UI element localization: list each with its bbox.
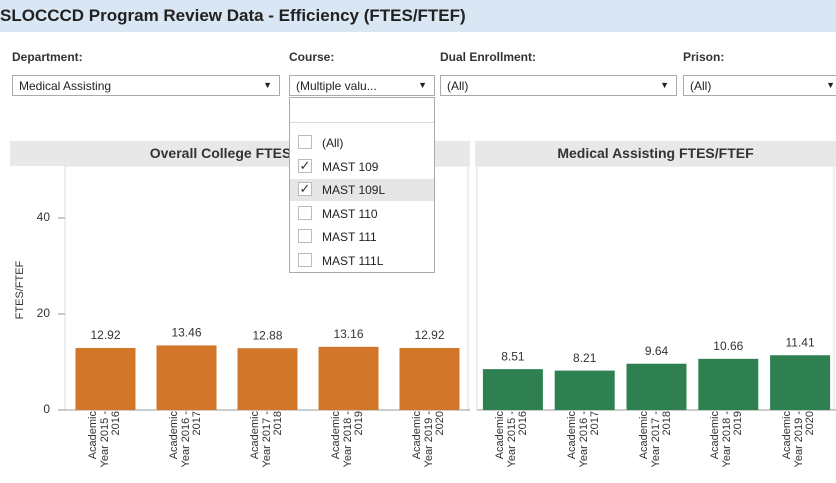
dropdown-option[interactable]: ✓ MAST 109	[290, 156, 434, 178]
value-label: 12.92	[414, 328, 444, 342]
filter-dropdown[interactable]: (Multiple valu...	[289, 75, 435, 96]
bar	[399, 347, 460, 410]
option-label: (All)	[322, 136, 344, 150]
option-label: MAST 109L	[322, 183, 386, 197]
value-label: 11.41	[786, 335, 815, 349]
bar	[237, 348, 298, 410]
checkbox[interactable]	[298, 252, 312, 267]
checkbox[interactable]	[298, 205, 312, 220]
checkbox[interactable]: ✓	[298, 181, 312, 196]
chart-title: Medical Assisting FTES/FTEF	[475, 141, 836, 166]
x-tick-label: Academic Year 2019 - 2020	[781, 411, 817, 468]
checkbox[interactable]	[298, 229, 312, 243]
checkbox[interactable]: ✓	[298, 157, 312, 173]
x-tick-label: Academic Year 2015 - 2016	[493, 411, 529, 468]
x-tick-label: Academic Year 2018 - 2019	[329, 411, 365, 468]
bar	[554, 370, 615, 410]
x-tick-label: Academic Year 2017 - 2018	[248, 411, 284, 468]
value-label: 13.16	[333, 327, 363, 341]
bar	[156, 345, 217, 410]
bar	[626, 363, 687, 410]
dropdown-option[interactable]: (All)	[290, 132, 434, 154]
value-label: 8.51	[501, 349, 525, 363]
bar	[75, 347, 136, 410]
y-tick-label: 40	[37, 210, 51, 224]
bar	[770, 355, 831, 410]
x-tick-label: Academic Year 2016 - 2017	[167, 411, 203, 468]
x-tick-label: Academic Year 2017 - 2018	[637, 411, 673, 468]
dropdown-option[interactable]: MAST 110	[290, 203, 434, 225]
page-title: SLOCCCD Program Review Data - Efficiency…	[0, 6, 466, 25]
value-label: 10.66	[713, 339, 743, 353]
title-bar: SLOCCCD Program Review Data - Efficiency…	[0, 0, 836, 32]
x-tick-label: Academic Year 2015 - 2016	[86, 411, 122, 468]
x-tick-label: Academic Year 2019 - 2020	[410, 411, 446, 468]
value-label: 13.46	[171, 326, 201, 340]
option-label: MAST 111L	[322, 253, 384, 268]
search-row	[290, 98, 434, 123]
value-label: 12.92	[90, 328, 120, 342]
x-tick-label: Academic Year 2016 - 2017	[565, 411, 601, 468]
option-label: MAST 109	[322, 159, 379, 174]
dropdown-option[interactable]: MAST 111	[290, 226, 434, 248]
option-label: MAST 110	[322, 206, 378, 221]
filter-dropdown[interactable]: Medical Assisting	[12, 75, 280, 96]
course-dropdown-list[interactable]: (All) ✓ MAST 109 ✓ MAST 109L MAST 110 MAST 111…	[289, 97, 435, 273]
bar	[698, 358, 759, 410]
checkbox[interactable]	[298, 135, 312, 149]
bar	[318, 346, 379, 410]
option-label: MAST 111	[322, 230, 377, 244]
x-tick-label: Academic Year 2018 - 2019	[709, 411, 745, 468]
filter-label: Dual Enrollment:	[440, 50, 537, 64]
filter-label: Prison:	[683, 50, 725, 64]
value-label: 9.64	[645, 344, 669, 358]
y-axis-label: FTES/FTEF	[14, 260, 26, 319]
y-tick-label: 20	[37, 306, 51, 320]
filter-dropdown[interactable]: (All)	[683, 75, 836, 96]
filter-dropdown[interactable]: (All)	[440, 75, 677, 96]
value-label: 12.88	[252, 328, 282, 342]
dropdown-option[interactable]: MAST 111L	[290, 250, 434, 272]
value-label: 8.21	[573, 351, 597, 365]
filter-label: Department:	[12, 50, 83, 64]
dropdown-option[interactable]: ✓ MAST 109L	[290, 179, 434, 201]
bar	[482, 369, 543, 410]
filter-label: Course:	[289, 50, 335, 64]
y-tick-label: 0	[43, 402, 50, 416]
